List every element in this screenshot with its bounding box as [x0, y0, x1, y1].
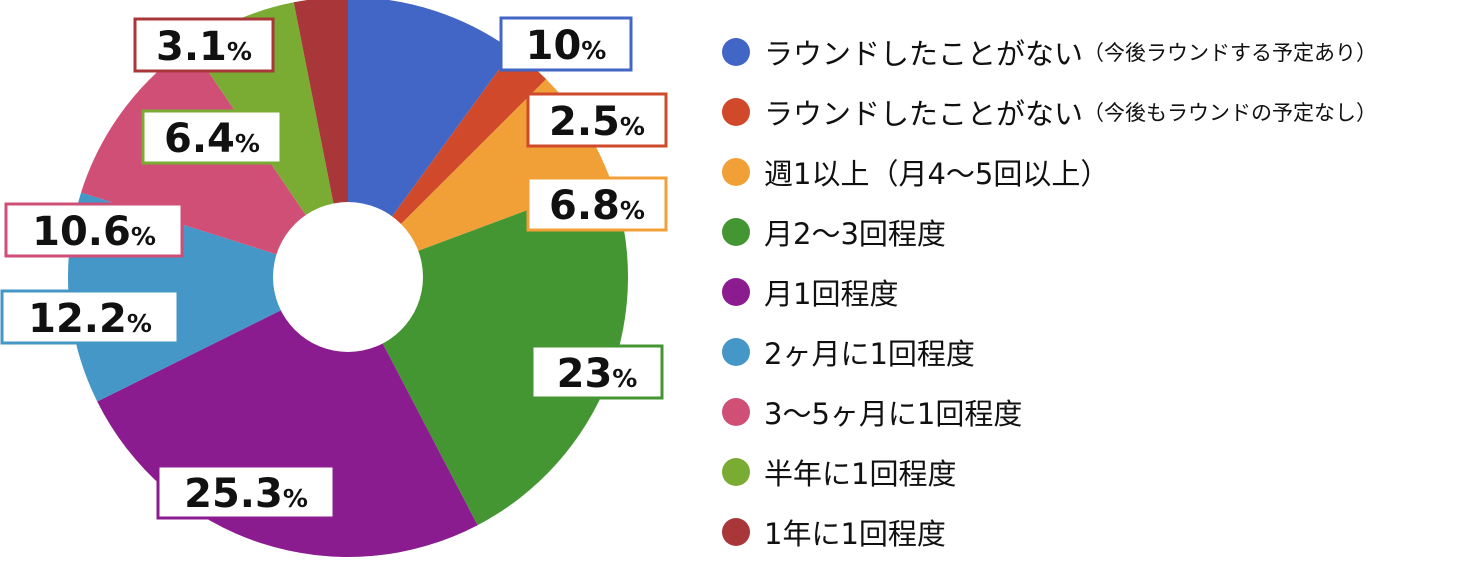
- legend-label: 3〜5ヶ月に1回程度: [764, 397, 1023, 431]
- data-label-6: 12.2%: [0, 289, 180, 345]
- data-label-box: [530, 344, 664, 400]
- legend-swatch: [722, 158, 750, 186]
- data-label-box: [526, 176, 668, 232]
- data-label-text: 23%: [557, 351, 638, 397]
- data-label-2: 2.5%: [526, 92, 668, 148]
- data-label-3: 6.8%: [526, 176, 668, 232]
- legend-label: ラウンドしたことがない: [764, 97, 1084, 131]
- data-label-9: 3.1%: [133, 17, 275, 73]
- data-label-unit: %: [127, 309, 152, 338]
- donut-hole: [273, 202, 423, 352]
- data-label-unit: %: [581, 36, 606, 65]
- data-labels: 10%2.5%6.8%23%25.3%12.2%10.6%6.4%3.1%: [0, 16, 668, 520]
- data-label-4: 23%: [530, 344, 664, 400]
- data-label-value: 10.6: [32, 209, 131, 255]
- data-label-unit: %: [131, 222, 156, 251]
- legend-swatch: [722, 398, 750, 426]
- legend-swatch: [722, 218, 750, 246]
- legend-item: 2ヶ月に1回程度: [722, 322, 1472, 382]
- legend-item: 1年に1回程度: [722, 502, 1472, 562]
- data-label-value: 6.4: [164, 116, 235, 162]
- data-label-unit: %: [620, 112, 645, 141]
- legend-swatch: [722, 278, 750, 306]
- legend-label: 2ヶ月に1回程度: [764, 337, 975, 371]
- data-label-text: 25.3%: [184, 471, 308, 517]
- slice-1: [348, 0, 513, 277]
- legend-swatch: [722, 98, 750, 126]
- legend-item: 週1以上（月4〜5回以上）: [722, 142, 1472, 202]
- legend-sublabel: （今後ラウンドする予定あり）: [1083, 41, 1378, 65]
- data-label-box: [0, 289, 180, 345]
- data-label-7: 10.6%: [4, 202, 184, 258]
- data-label-text: 10%: [526, 23, 607, 69]
- legend: ラウンドしたことがない （今後ラウンドする予定あり） ラウンドしたことがない （今後も…: [722, 22, 1472, 562]
- data-label-value: 3.1: [156, 24, 227, 70]
- legend-item: 3〜5ヶ月に1回程度: [722, 382, 1472, 442]
- data-label-box: [141, 109, 283, 165]
- data-label-5: 25.3%: [156, 464, 336, 520]
- data-label-value: 25.3: [184, 471, 283, 517]
- data-label-box: [133, 17, 275, 73]
- data-label-text: 6.4%: [164, 116, 260, 162]
- data-label-text: 3.1%: [156, 24, 252, 70]
- legend-label: 1年に1回程度: [764, 517, 946, 551]
- data-label-8: 6.4%: [141, 109, 283, 165]
- legend-label: 月1回程度: [764, 277, 899, 311]
- data-label-unit: %: [620, 196, 645, 225]
- data-label-value: 6.8: [549, 183, 620, 229]
- data-label-text: 6.8%: [549, 183, 645, 229]
- legend-swatch: [722, 338, 750, 366]
- data-label-value: 2.5: [549, 99, 620, 145]
- data-label-text: 12.2%: [28, 296, 152, 342]
- data-label-text: 10.6%: [32, 209, 156, 255]
- data-label-value: 12.2: [28, 296, 127, 342]
- data-label-value: 23: [557, 351, 613, 397]
- legend-label: ラウンドしたことがない: [764, 37, 1084, 71]
- data-label-value: 10: [526, 23, 582, 69]
- legend-sublabel: （今後もラウンドの予定なし）: [1083, 101, 1378, 125]
- slice-2: [348, 50, 547, 278]
- data-label-unit: %: [283, 484, 308, 513]
- data-label-unit: %: [227, 37, 252, 66]
- data-label-box: [4, 202, 184, 258]
- data-label-1: 10%: [499, 16, 633, 72]
- legend-item: ラウンドしたことがない （今後ラウンドする予定あり）: [722, 22, 1472, 82]
- legend-item: ラウンドしたことがない （今後もラウンドの予定なし）: [722, 82, 1472, 142]
- data-label-box: [526, 92, 668, 148]
- legend-item: 月2〜3回程度: [722, 202, 1472, 262]
- legend-item: 半年に1回程度: [722, 442, 1472, 502]
- data-label-box: [499, 16, 633, 72]
- legend-item: 月1回程度: [722, 262, 1472, 322]
- data-label-box: [156, 464, 336, 520]
- legend-label: 半年に1回程度: [764, 457, 957, 491]
- legend-label: 月2〜3回程度: [764, 217, 946, 251]
- data-label-unit: %: [612, 364, 637, 393]
- legend-swatch: [722, 38, 750, 66]
- legend-swatch: [722, 518, 750, 546]
- legend-label: 週1以上（月4〜5回以上）: [764, 157, 1110, 191]
- data-label-text: 2.5%: [549, 99, 645, 145]
- legend-swatch: [722, 458, 750, 486]
- data-label-unit: %: [235, 129, 260, 158]
